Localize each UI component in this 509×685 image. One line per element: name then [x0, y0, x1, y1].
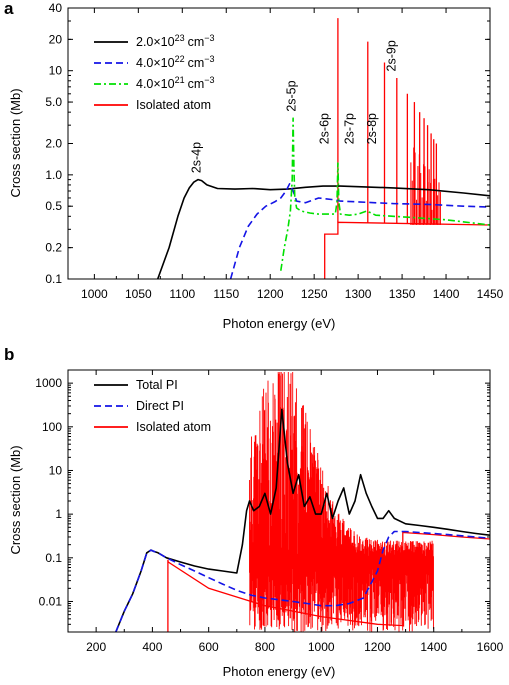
panel-a-y-axis-label: Cross section (Mb): [8, 88, 23, 197]
legend-label: 4.0×1022 cm−3: [136, 54, 215, 70]
y-tick-label: 0.1: [45, 272, 62, 286]
legend-label-unit: cm: [188, 77, 205, 91]
panel-a-label: a: [4, 0, 14, 18]
panel-b: b 200 400 600 800 1000 1200 1400 1600 0.01 0.1 1 1…: [4, 345, 504, 679]
panel-b-legend: Total PI Direct PI Isolated atom: [94, 378, 211, 434]
x-tick-label: 1250: [301, 287, 328, 301]
panel-b-label: b: [4, 345, 14, 364]
legend-label-unit-exponent: −3: [204, 33, 214, 43]
transition-label: 2s-6p: [318, 113, 332, 144]
y-tick-label: 0.2: [45, 241, 62, 255]
series-line-0: [115, 408, 490, 632]
x-tick-label: 1000: [308, 640, 335, 654]
y-tick-label: 20: [49, 32, 63, 46]
legend-label-exponent: 23: [175, 33, 185, 43]
y-tick-label: 0.5: [45, 199, 62, 213]
panel-b-x-ticks: 200 400 600 800 1000 1200 1400 1600: [86, 370, 504, 654]
legend-label-unit: cm: [188, 35, 205, 49]
panel-b-y-ticks: 0.01 0.1 1 10 100 1000: [35, 376, 490, 625]
x-tick-label: 1350: [389, 287, 416, 301]
series-line-0: [156, 178, 490, 279]
panel-a-x-axis-label: Photon energy (eV): [223, 316, 336, 331]
x-tick-label: 1000: [81, 287, 108, 301]
transition-label: 2s-9p: [385, 40, 399, 71]
panel-b-series-layer: [115, 372, 490, 632]
series-isolated-atom-continuum: [167, 531, 490, 632]
y-tick-label: 0.01: [39, 594, 63, 608]
x-tick-label: 600: [199, 640, 219, 654]
panel-b-y-axis-label: Cross section (Mb): [8, 445, 23, 554]
panel-a-legend: 2.0×1023 cm−34.0×1022 cm−34.0×1021 cm−3Isol…: [94, 33, 215, 112]
x-tick-label: 200: [86, 640, 106, 654]
series-line-1: [229, 183, 490, 279]
y-tick-label: 2.0: [45, 137, 62, 151]
legend-label-unit-exponent: −3: [204, 75, 214, 85]
panel-a-series-layer: [156, 18, 490, 279]
series-isolated-atom-continuum: [324, 221, 490, 279]
y-tick-label: 1: [55, 507, 62, 521]
series-line-1: [115, 530, 490, 632]
x-tick-label: 800: [255, 640, 275, 654]
legend-label-main: Total PI: [136, 378, 178, 392]
isolated-atom-resonance-band: [249, 372, 434, 632]
legend-label: 4.0×1021 cm−3: [136, 75, 215, 91]
panel-a: a 1000 1050 1100 1150 1200 1250 1300 1350 1400 14…: [4, 0, 504, 331]
x-tick-label: 1150: [213, 287, 239, 301]
x-tick-label: 1100: [169, 287, 195, 301]
panel-a-annotations: 2s-4p 2s-5p 2s-6p 2s-7p 2s-8p 2s-9p: [189, 40, 398, 173]
legend-label-main: 2.0×10: [136, 35, 175, 49]
y-tick-label: 40: [49, 1, 63, 15]
legend-label-main: 4.0×10: [136, 56, 175, 70]
x-tick-label: 1200: [364, 640, 391, 654]
legend-label-unit-exponent: −3: [204, 54, 214, 64]
y-tick-label: 1.0: [45, 168, 62, 182]
transition-label: 2s-7p: [342, 113, 356, 144]
y-tick-label: 1000: [35, 376, 62, 390]
y-tick-label: 5.0: [45, 95, 62, 109]
legend-label: Direct PI: [136, 399, 184, 413]
x-tick-label: 1400: [420, 640, 447, 654]
panel-a-frame: [67, 7, 491, 280]
series-line-2: [280, 117, 490, 271]
x-tick-label: 400: [142, 640, 162, 654]
x-tick-label: 1600: [477, 640, 504, 654]
legend-label-main: Direct PI: [136, 399, 184, 413]
legend-label-exponent: 22: [175, 54, 185, 64]
legend-label: Total PI: [136, 378, 178, 392]
x-tick-label: 1200: [257, 287, 284, 301]
y-tick-label: 10: [49, 64, 63, 78]
legend-label-main: Isolated atom: [136, 420, 211, 434]
transition-label: 2s-4p: [189, 142, 203, 173]
panel-a-x-ticks: 1000 1050 1100 1150 1200 1250 1300 1350 1400 1450: [81, 8, 504, 301]
y-tick-label: 10: [49, 463, 63, 477]
transition-label: 2s-5p: [284, 80, 298, 111]
x-tick-label: 1450: [477, 287, 504, 301]
legend-label: Isolated atom: [136, 420, 211, 434]
y-tick-label: 0.1: [45, 551, 62, 565]
panel-b-x-axis-label: Photon energy (eV): [223, 664, 336, 679]
legend-label: Isolated atom: [136, 98, 211, 112]
x-tick-label: 1050: [125, 287, 152, 301]
legend-label-exponent: 21: [175, 75, 185, 85]
transition-label: 2s-8p: [365, 113, 379, 144]
legend-label-main: Isolated atom: [136, 98, 211, 112]
x-tick-label: 1300: [345, 287, 372, 301]
x-tick-label: 1400: [433, 287, 460, 301]
panel-a-y-ticks: 0.1 0.2 0.5 1.0 2.0 5.0 10 20 40: [45, 1, 490, 286]
y-tick-label: 100: [42, 420, 62, 434]
legend-label-main: 4.0×10: [136, 77, 175, 91]
legend-label: 2.0×1023 cm−3: [136, 33, 215, 49]
legend-label-unit: cm: [188, 56, 205, 70]
